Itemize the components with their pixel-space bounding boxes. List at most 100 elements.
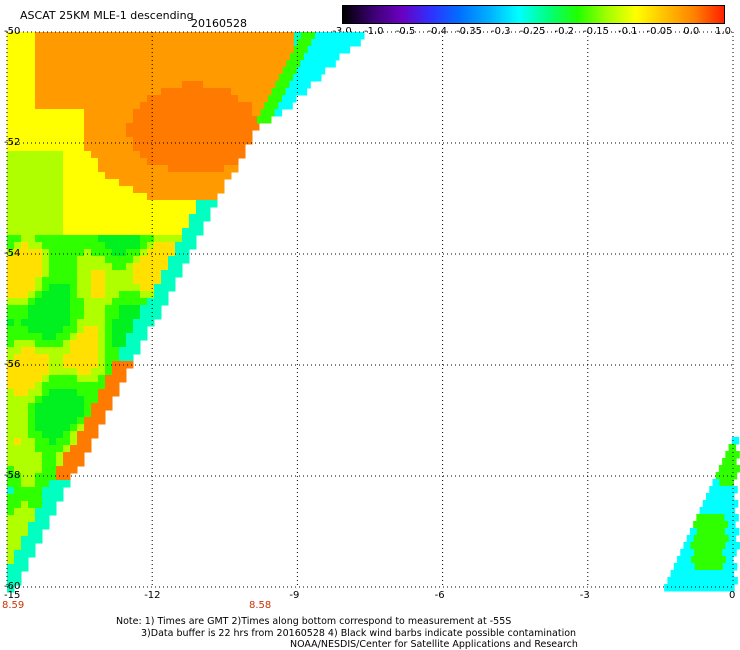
swath-pixel — [147, 109, 155, 117]
swath-pixel — [105, 396, 113, 404]
swath-pixel — [126, 249, 134, 257]
swath-pixel — [196, 193, 204, 201]
swath-pixel — [35, 354, 43, 362]
swath-pixel — [42, 466, 50, 474]
swath-pixel — [721, 521, 729, 529]
swath-pixel — [133, 46, 141, 54]
swath-pixel — [161, 235, 169, 243]
swath-pixel — [42, 137, 50, 145]
swath-pixel — [7, 53, 15, 61]
swath-pixel — [273, 74, 281, 82]
swath-pixel — [266, 46, 274, 54]
swath-pixel — [56, 172, 64, 180]
swath-pixel — [7, 298, 15, 306]
swath-pixel — [98, 298, 106, 306]
swath-pixel — [84, 32, 92, 40]
swath-pixel — [91, 172, 99, 180]
swath-pixel — [14, 137, 22, 145]
swath-pixel — [35, 487, 43, 495]
swath-pixel — [105, 305, 113, 313]
swath-pixel — [98, 242, 106, 250]
swath-pixel — [70, 130, 78, 138]
swath-pixel — [713, 584, 721, 592]
swath-pixel — [168, 172, 176, 180]
swath-pixel — [21, 459, 29, 467]
swath-pixel — [112, 319, 120, 327]
swath-pixel — [224, 67, 232, 75]
swath-pixel — [28, 60, 36, 68]
swath-pixel — [264, 102, 272, 110]
swath-pixel — [112, 74, 120, 82]
swath-pixel — [147, 221, 155, 229]
swath-pixel — [161, 130, 169, 138]
swath-pixel — [161, 284, 169, 292]
swath-pixel — [252, 46, 260, 54]
swath-pixel — [126, 221, 134, 229]
swath-pixel — [63, 270, 71, 278]
swath-pixel — [84, 151, 92, 159]
swath-pixel — [133, 228, 141, 236]
swath-pixel — [70, 81, 78, 89]
swath-pixel — [7, 480, 15, 488]
swath-pixel — [203, 144, 211, 152]
swath-pixel — [140, 256, 148, 264]
swath-pixel — [210, 165, 218, 173]
swath-pixel — [105, 375, 113, 383]
swath-pixel — [84, 60, 92, 68]
swath-pixel — [35, 102, 43, 110]
swath-pixel — [285, 74, 294, 82]
swath-pixel — [98, 95, 106, 103]
swath-pixel — [63, 256, 71, 264]
swath-pixel — [70, 214, 78, 222]
swath-pixel — [91, 137, 99, 145]
swath-pixel — [175, 123, 183, 131]
swath-pixel — [716, 500, 725, 508]
swath-pixel — [119, 340, 127, 348]
swath-pixel — [7, 228, 15, 236]
swath-pixel — [126, 242, 134, 250]
swath-pixel — [56, 438, 64, 446]
swath-pixel — [273, 60, 281, 68]
swath-pixel — [238, 46, 246, 54]
swath-pixel — [77, 459, 85, 467]
swath-pixel — [28, 480, 36, 488]
swath-pixel — [70, 151, 78, 159]
swath-pixel — [680, 549, 688, 557]
swath-pixel — [292, 88, 301, 96]
swath-pixel — [77, 431, 85, 439]
swath-pixel — [730, 486, 738, 494]
swath-pixel — [28, 158, 36, 166]
swath-pixel — [210, 116, 218, 124]
swath-pixel — [196, 60, 204, 68]
swath-pixel — [727, 584, 735, 592]
swath-pixel — [147, 291, 155, 299]
swath-pixel — [161, 242, 169, 250]
swath-pixel — [267, 95, 276, 103]
swath-pixel — [42, 123, 50, 131]
swath-pixel — [42, 291, 50, 299]
swath-pixel — [14, 431, 22, 439]
swath-pixel — [168, 228, 176, 236]
swath-pixel — [182, 242, 190, 250]
swath-pixel — [196, 74, 204, 82]
swath-pixel — [147, 214, 155, 222]
swath-pixel — [189, 53, 197, 61]
swath-pixel — [210, 151, 218, 159]
swath-pixel — [725, 451, 733, 459]
swath-pixel — [196, 186, 204, 194]
swath-pixel — [126, 39, 134, 47]
swath-pixel — [342, 46, 351, 54]
swath-pixel — [238, 60, 246, 68]
swath-pixel — [133, 102, 141, 110]
swath-pixel — [21, 298, 29, 306]
swath-pixel — [182, 186, 190, 194]
swath-pixel — [56, 60, 64, 68]
swath-pixel — [28, 186, 36, 194]
swath-pixel — [147, 123, 155, 131]
swath-pixel — [147, 32, 155, 40]
swath-pixel — [7, 445, 15, 453]
swath-pixel — [77, 263, 85, 271]
swath-pixel — [28, 228, 36, 236]
swath-pixel — [245, 95, 253, 103]
swath-pixel — [189, 193, 197, 201]
